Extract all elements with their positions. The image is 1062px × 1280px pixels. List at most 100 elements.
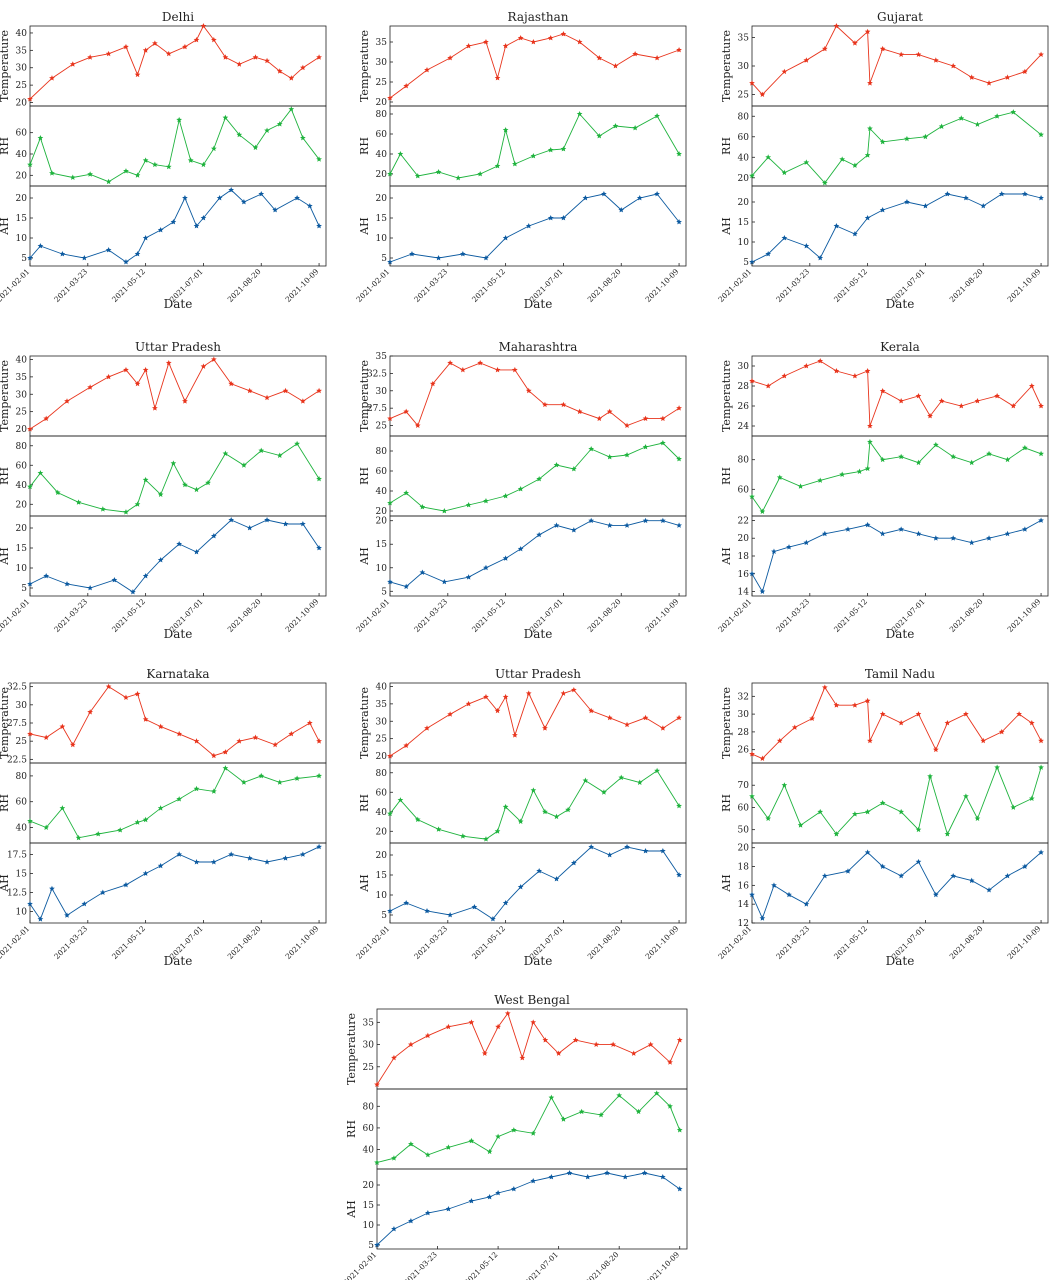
data-point: [845, 868, 851, 874]
data-point: [553, 813, 560, 820]
x-tick-label: 2021-02-01: [0, 924, 31, 961]
data-point: [759, 755, 766, 761]
panel-frame: [29, 355, 327, 437]
data-point: [612, 63, 619, 69]
y-tick-label: 10: [376, 234, 388, 244]
data-point: [1022, 526, 1028, 532]
data-point: [105, 373, 112, 380]
y-tick-label: 35: [16, 373, 28, 383]
y-tick-label: 60: [376, 467, 388, 477]
data-point: [468, 1019, 475, 1025]
x-tick-label: 2021-08-20: [948, 597, 985, 634]
data-point: [786, 891, 792, 898]
data-point: [560, 690, 567, 696]
panel-frame: [376, 1008, 688, 1090]
data-point: [968, 539, 975, 546]
data-point: [864, 808, 871, 815]
data-point: [536, 476, 543, 482]
x-axis-label: Date: [164, 627, 193, 641]
data-point: [502, 43, 509, 49]
data-point: [403, 900, 410, 906]
y-tick-label: 26: [738, 402, 750, 412]
panel-ah: 5 10 15 20 AH 2021-02-01 2021-03-23 2021-05-12 2…: [716, 185, 1049, 311]
x-tick-label: 2021-02-01: [354, 267, 391, 304]
data-point: [632, 125, 638, 131]
x-tick-label: 2021-08-20: [584, 1250, 621, 1280]
data-point: [864, 215, 871, 221]
data-point: [986, 535, 992, 541]
data-point: [69, 174, 76, 180]
data-point: [117, 827, 124, 833]
data-point: [817, 358, 824, 364]
panel-temperature: 20 25 30 35 Temperature: [358, 25, 687, 108]
data-point: [1038, 849, 1044, 855]
data-point: [560, 146, 567, 152]
data-point: [374, 1159, 380, 1165]
series-line: [389, 193, 680, 263]
data-point: [676, 1037, 683, 1043]
panel-frame: [389, 435, 687, 517]
data-point: [749, 259, 755, 265]
data-point: [994, 113, 1000, 119]
data-point: [606, 852, 613, 858]
data-point: [636, 195, 643, 201]
data-point: [408, 1141, 414, 1147]
data-point: [915, 530, 922, 537]
y-tick-label: 20: [16, 194, 28, 204]
x-tick-label: 2021-10-09: [1006, 924, 1043, 961]
data-point: [504, 1010, 511, 1016]
x-tick-label: 2021-03-23: [52, 924, 89, 961]
data-point: [676, 405, 682, 411]
data-point: [588, 707, 595, 714]
data-point: [660, 517, 666, 524]
x-tick-label: 2021-05-12: [832, 267, 869, 304]
chart-5: Kerala24262830Temperature6080RH141618202…: [716, 340, 1049, 641]
data-point: [157, 723, 164, 730]
series-line: [29, 108, 320, 183]
panel-ah: 5 10 15 20 AH 2021-02-01 2021-03-23 2021-05-12 2…: [0, 185, 327, 311]
data-point: [272, 207, 278, 213]
data-point: [915, 459, 922, 466]
y-tick-label: 35: [738, 33, 750, 43]
x-axis-label: Date: [164, 954, 193, 968]
data-point: [938, 398, 945, 404]
data-point: [927, 773, 933, 779]
data-point: [300, 851, 306, 857]
data-point: [59, 805, 66, 811]
data-point: [1038, 517, 1044, 523]
data-point: [776, 737, 783, 744]
y-tick-label: 40: [16, 824, 28, 834]
series-line: [29, 519, 320, 593]
panel-rh: 40 60 80 RH: [345, 1088, 688, 1170]
data-point: [54, 489, 61, 496]
data-point: [1004, 456, 1011, 463]
data-point: [408, 1218, 414, 1224]
x-tick-label: 2021-03-23: [402, 1250, 439, 1280]
data-point: [187, 157, 194, 163]
data-point: [210, 859, 217, 865]
data-point: [200, 215, 207, 221]
data-point: [604, 1170, 610, 1176]
data-point: [27, 96, 33, 102]
data-point: [272, 741, 278, 748]
panel-rh: 20 40 60 80 RH: [358, 435, 687, 517]
y-axis-label: Temperature: [720, 360, 733, 432]
data-point: [578, 1108, 585, 1115]
data-point: [87, 384, 93, 390]
y-tick-label: 80: [376, 110, 388, 120]
data-point: [99, 506, 106, 512]
x-tick-label: 2021-05-12: [110, 924, 147, 961]
data-point: [904, 199, 910, 205]
data-point: [264, 394, 270, 401]
data-point: [210, 356, 217, 362]
data-point: [130, 589, 136, 595]
panel-rh: 60 80 RH: [720, 435, 1049, 517]
y-tick-label: 40: [376, 487, 388, 497]
data-point: [306, 720, 313, 726]
data-point: [465, 574, 472, 580]
data-point: [904, 135, 910, 142]
data-point: [111, 577, 118, 583]
data-point: [525, 387, 532, 394]
data-point: [660, 725, 666, 731]
data-point: [572, 1037, 579, 1043]
